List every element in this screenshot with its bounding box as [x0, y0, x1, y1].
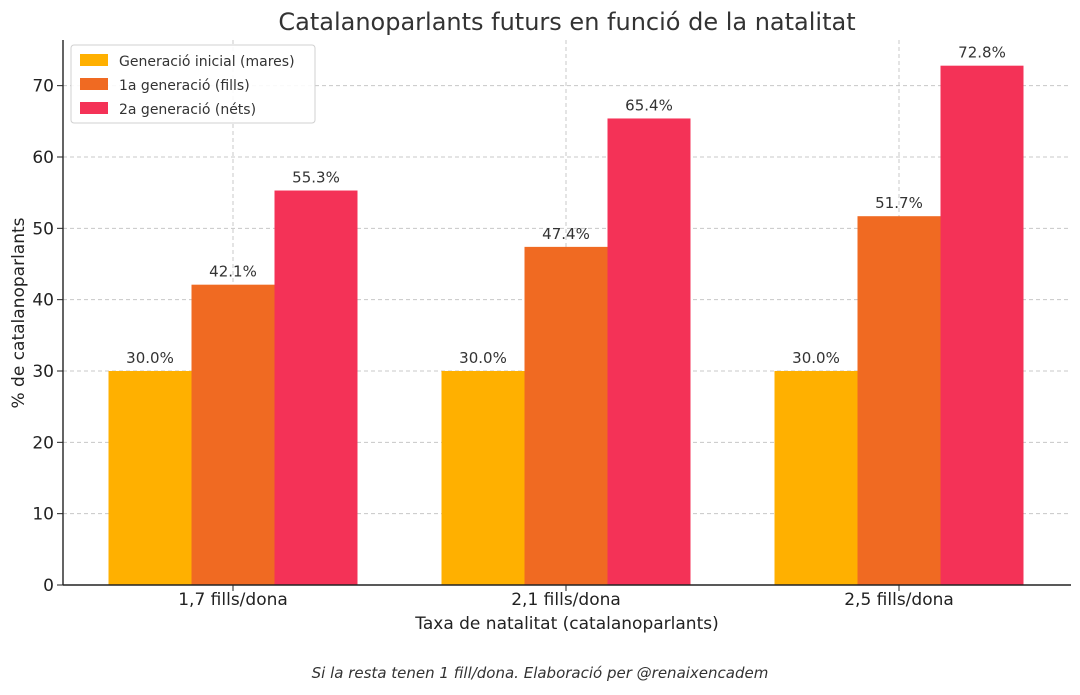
bar [191, 284, 275, 585]
x-tick-label: 2,1 fills/dona [511, 590, 621, 610]
legend-entry: Generació inicial (mares) [119, 54, 295, 70]
legend: Generació inicial (mares) 1a generació (f… [70, 44, 316, 124]
bar-chart: 30.0% 30.0% 30.0% 42.1% 47.4% 51.7% 55.3% 65.4%… [9, 8, 1071, 634]
bar-value-label: 72.8% [958, 44, 1006, 62]
bar-value-label: 42.1% [209, 263, 257, 281]
caption: Si la resta tenen 1 fill/dona. Elaboraci… [311, 664, 769, 682]
y-tick-label: 20 [32, 433, 54, 453]
bar [524, 246, 608, 585]
bars [108, 65, 1024, 586]
bar [774, 370, 858, 585]
y-tick-label: 30 [32, 362, 54, 382]
y-axis-label: % de catalanoparlants [9, 217, 29, 408]
bar [607, 118, 691, 585]
x-tick-label: 1,7 fills/dona [178, 590, 288, 610]
bar-value-label: 65.4% [625, 96, 673, 114]
y-tick-label: 70 [32, 77, 54, 97]
bar [274, 190, 358, 585]
legend-swatch [80, 102, 108, 114]
legend-swatch [80, 78, 108, 90]
bar [108, 370, 192, 585]
legend-entry: 1a generació (fills) [119, 78, 250, 94]
bar-value-label: 30.0% [126, 349, 174, 367]
bar [940, 65, 1024, 586]
y-tick-label: 0 [43, 576, 54, 596]
y-tick-label: 40 [32, 291, 54, 311]
legend-box [70, 44, 316, 124]
bar-value-label: 47.4% [542, 225, 590, 243]
y-tick-label: 10 [32, 505, 54, 525]
x-tick-label: 2,5 fills/dona [844, 590, 954, 610]
bar-value-label: 30.0% [792, 349, 840, 367]
x-axis-label: Taxa de natalitat (catalanoparlants) [414, 614, 718, 634]
legend-entry: 2a generació (néts) [119, 102, 256, 118]
axes: 0 10 20 30 40 50 60 70 1,7 fills/dona 2,1 fills/d… [32, 40, 1071, 610]
bar-value-label: 55.3% [292, 169, 340, 187]
y-tick-label: 50 [32, 219, 54, 239]
legend-swatch [80, 54, 108, 66]
bar-value-label: 51.7% [875, 194, 923, 212]
bar [441, 370, 525, 585]
bar [857, 216, 941, 586]
chart-title: Catalanoparlants futurs en funció de la … [278, 8, 855, 36]
y-tick-label: 60 [32, 148, 54, 168]
bar-value-labels: 30.0% 30.0% 30.0% 42.1% 47.4% 51.7% 55.3% 65.4%… [126, 44, 1006, 367]
bar-value-label: 30.0% [459, 349, 507, 367]
